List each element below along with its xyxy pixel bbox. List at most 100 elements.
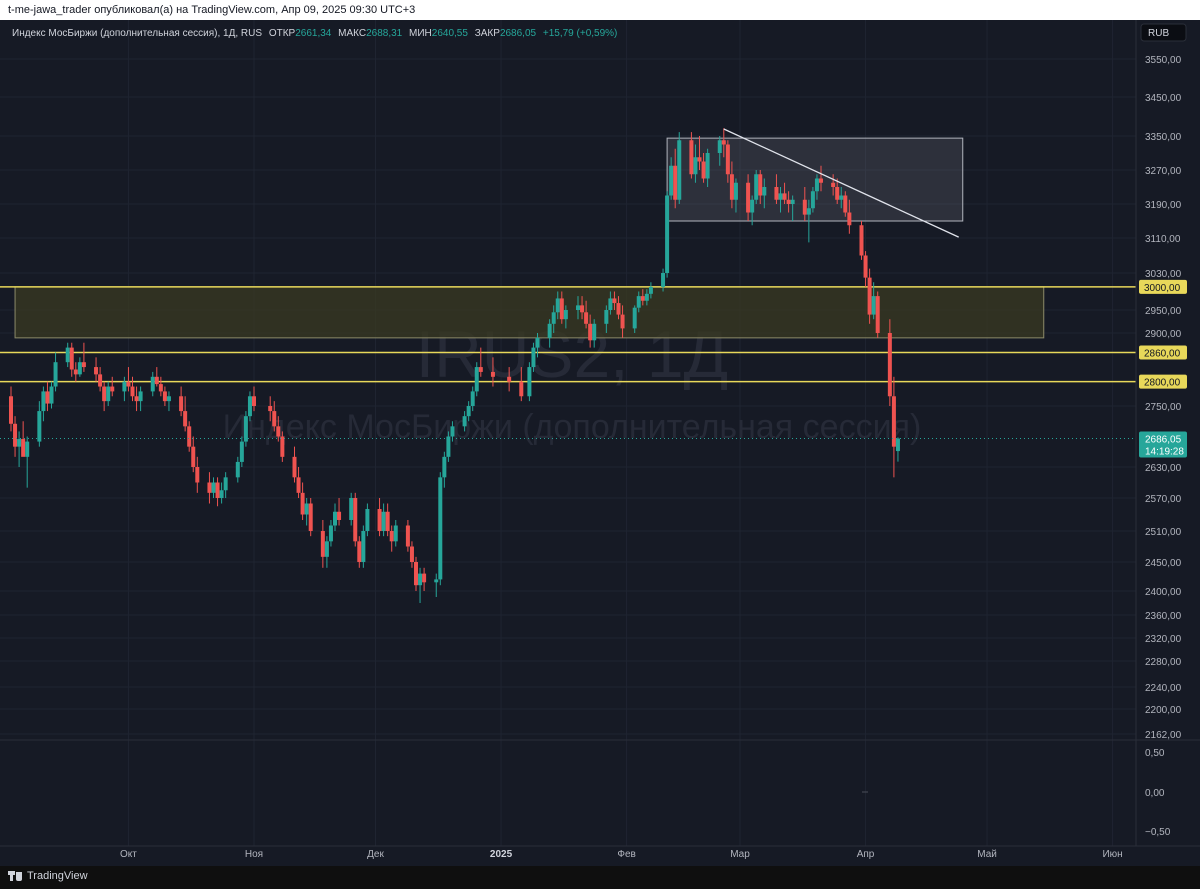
sub-tick-label: 0,00 [1145, 788, 1165, 799]
candle-body [721, 140, 726, 145]
candle-body [810, 191, 815, 209]
candle-body [77, 362, 82, 375]
legend-name: Индекс МосБиржи (дополнительная сессия),… [12, 28, 262, 39]
candle-body [665, 195, 670, 273]
candle-body [150, 376, 155, 392]
candle-body [405, 525, 410, 547]
candle-body [847, 212, 852, 226]
candle-body [446, 436, 451, 457]
candle-body [337, 511, 342, 520]
candle-body [414, 562, 418, 586]
y-tick-label: 2900,00 [1145, 329, 1182, 340]
candle-body [620, 314, 625, 329]
candle-body [729, 174, 734, 200]
y-tick-label: 3030,00 [1145, 269, 1182, 280]
candle-body [891, 396, 896, 447]
candle-body [9, 396, 13, 424]
footer-bar: TradingView [0, 866, 1200, 889]
candle-body [361, 531, 366, 562]
time-axis[interactable]: Окт Ноя Дек 2025 Фев Мар Апр Май Июн [120, 849, 1123, 860]
candle-body [276, 426, 281, 437]
candle-body [559, 298, 564, 320]
candle-body [324, 541, 329, 557]
candle-body [409, 546, 414, 562]
x-tick-label: Дек [367, 849, 384, 860]
x-tick-label: Ноя [245, 849, 263, 860]
y-tick-label: 3550,00 [1145, 55, 1182, 66]
candle-body [442, 456, 447, 478]
candle-body [563, 310, 568, 320]
candle-body [280, 436, 285, 457]
candle-body [717, 140, 722, 153]
level-tag-label: 2860,00 [1144, 348, 1181, 359]
candle-body [191, 446, 196, 467]
price-axis[interactable]: 3550,00 3450,00 3350,00 3270,00 3190,00 3110,… [1145, 55, 1182, 741]
trendline-group[interactable] [723, 128, 959, 238]
candle-body [122, 381, 127, 392]
candle-body [887, 333, 892, 397]
candle-body [235, 461, 240, 478]
y-tick-label: 2360,00 [1145, 611, 1182, 622]
brand-label: TradingView [27, 870, 88, 882]
svg-text:Индекс МосБиржи (дополнительна: Индекс МосБиржи (дополнительная сессия),… [12, 28, 617, 39]
candle-body [65, 347, 70, 363]
candle-body [296, 477, 301, 493]
candle-body [750, 199, 755, 213]
candle-body [53, 362, 58, 387]
candle-body [328, 525, 333, 542]
candle-body [130, 386, 135, 397]
candle-body [21, 439, 26, 457]
candle-body [592, 323, 597, 341]
sub-tick-label: 0,50 [1145, 748, 1165, 759]
currency-button[interactable]: RUB [1140, 23, 1187, 42]
candle-body [268, 406, 273, 412]
candle-body [195, 467, 200, 483]
candle-body [806, 208, 811, 215]
candle-body [110, 386, 115, 392]
horizontal-levels[interactable] [0, 286, 1136, 383]
candle-body [531, 347, 536, 368]
candle-body [604, 310, 609, 324]
candle-body [81, 362, 86, 368]
candle-body [389, 531, 394, 542]
candle-body [98, 374, 103, 387]
legend-open-label: ОТКР [269, 28, 296, 39]
candle-body [158, 384, 163, 392]
y-tick-label: 3110,00 [1145, 234, 1181, 245]
y-tick-label: 2162,00 [1145, 730, 1182, 741]
chart-area[interactable]: IRUS2, 1Д Индекс МосБиржи (дополнительна… [0, 20, 1200, 866]
candle-body [588, 323, 593, 341]
x-tick-label: Фев [617, 849, 635, 860]
candle-body [377, 509, 382, 531]
x-tick-label: Апр [857, 849, 875, 860]
candle-body [450, 426, 455, 437]
candle-body [292, 456, 297, 478]
y-tick-label: 2630,00 [1145, 463, 1182, 474]
candle-body [871, 296, 876, 315]
candlestick-chart[interactable]: IRUS2, 1Д Индекс МосБиржи (дополнительна… [0, 20, 1200, 866]
candle-body [272, 411, 277, 427]
y-tick-label: 2320,00 [1145, 634, 1182, 645]
candles [9, 128, 900, 603]
candle-body [547, 323, 552, 338]
candle-body [616, 303, 621, 315]
candle-body [697, 157, 702, 162]
supply-zone-box [666, 137, 964, 222]
candle-body [819, 178, 823, 183]
tradingview-brand[interactable]: TradingView [8, 870, 88, 882]
y-tick-label: 2450,00 [1145, 558, 1182, 569]
candle-body [207, 482, 212, 493]
legend: Индекс МосБиржи (дополнительная сессия),… [12, 28, 617, 39]
candle-body [555, 298, 560, 313]
candle-body [211, 482, 216, 493]
candle-body [843, 195, 848, 213]
currency-label[interactable]: RUB [1148, 28, 1169, 39]
trendline [723, 128, 959, 238]
legend-low-value: 2640,55 [432, 28, 469, 39]
candle-body [802, 199, 807, 215]
x-tick-label: Окт [120, 849, 137, 860]
candle-body [640, 296, 645, 301]
candle-body [466, 406, 471, 417]
x-tick-label: Июн [1102, 849, 1122, 860]
y-tick-label: 2240,00 [1145, 683, 1182, 694]
